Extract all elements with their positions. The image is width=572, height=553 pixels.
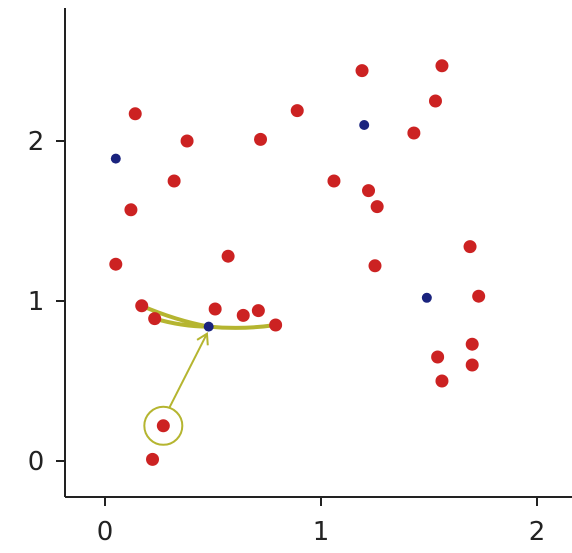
annotation-arrow: [168, 331, 209, 409]
data-point: [407, 126, 421, 140]
data-point: [167, 174, 181, 188]
data-point: [355, 64, 369, 78]
data-point: [428, 94, 442, 108]
y-tick-label: 2: [28, 127, 45, 157]
link-curve: [206, 323, 278, 330]
data-point: [327, 174, 341, 188]
data-point: [269, 318, 283, 332]
data-point: [290, 104, 304, 118]
data-point: [124, 203, 138, 217]
highlight-circle: [143, 405, 184, 446]
data-point: [431, 350, 445, 364]
center-point: [421, 292, 432, 303]
data-point: [156, 419, 170, 433]
data-point: [435, 59, 449, 73]
data-point: [368, 259, 382, 273]
x-tick-label: 1: [313, 517, 330, 547]
center-point: [203, 321, 214, 332]
data-point: [109, 257, 123, 271]
data-point: [180, 134, 194, 148]
data-point: [146, 452, 160, 466]
data-point: [128, 107, 142, 121]
axes: [64, 8, 572, 498]
data-point: [435, 374, 449, 388]
data-point: [254, 132, 268, 146]
data-point: [362, 184, 376, 198]
data-point: [221, 249, 235, 263]
ticks: 0 1 2 0 1 2: [28, 127, 546, 547]
center-point: [110, 153, 121, 164]
y-tick-label: 0: [28, 447, 45, 477]
data-point: [236, 308, 250, 322]
data-point: [463, 240, 477, 254]
data-point: [465, 358, 479, 372]
center-point: [359, 120, 370, 130]
data-point: [251, 304, 265, 318]
data-point: [135, 299, 149, 313]
points-layer: [109, 59, 486, 466]
x-tick-label: 2: [529, 517, 546, 547]
data-point: [472, 289, 486, 303]
data-point: [370, 200, 384, 214]
data-point: [465, 337, 479, 351]
data-point: [148, 312, 162, 326]
x-tick-label: 0: [97, 517, 114, 547]
data-point: [208, 302, 222, 316]
y-tick-label: 1: [28, 287, 45, 317]
